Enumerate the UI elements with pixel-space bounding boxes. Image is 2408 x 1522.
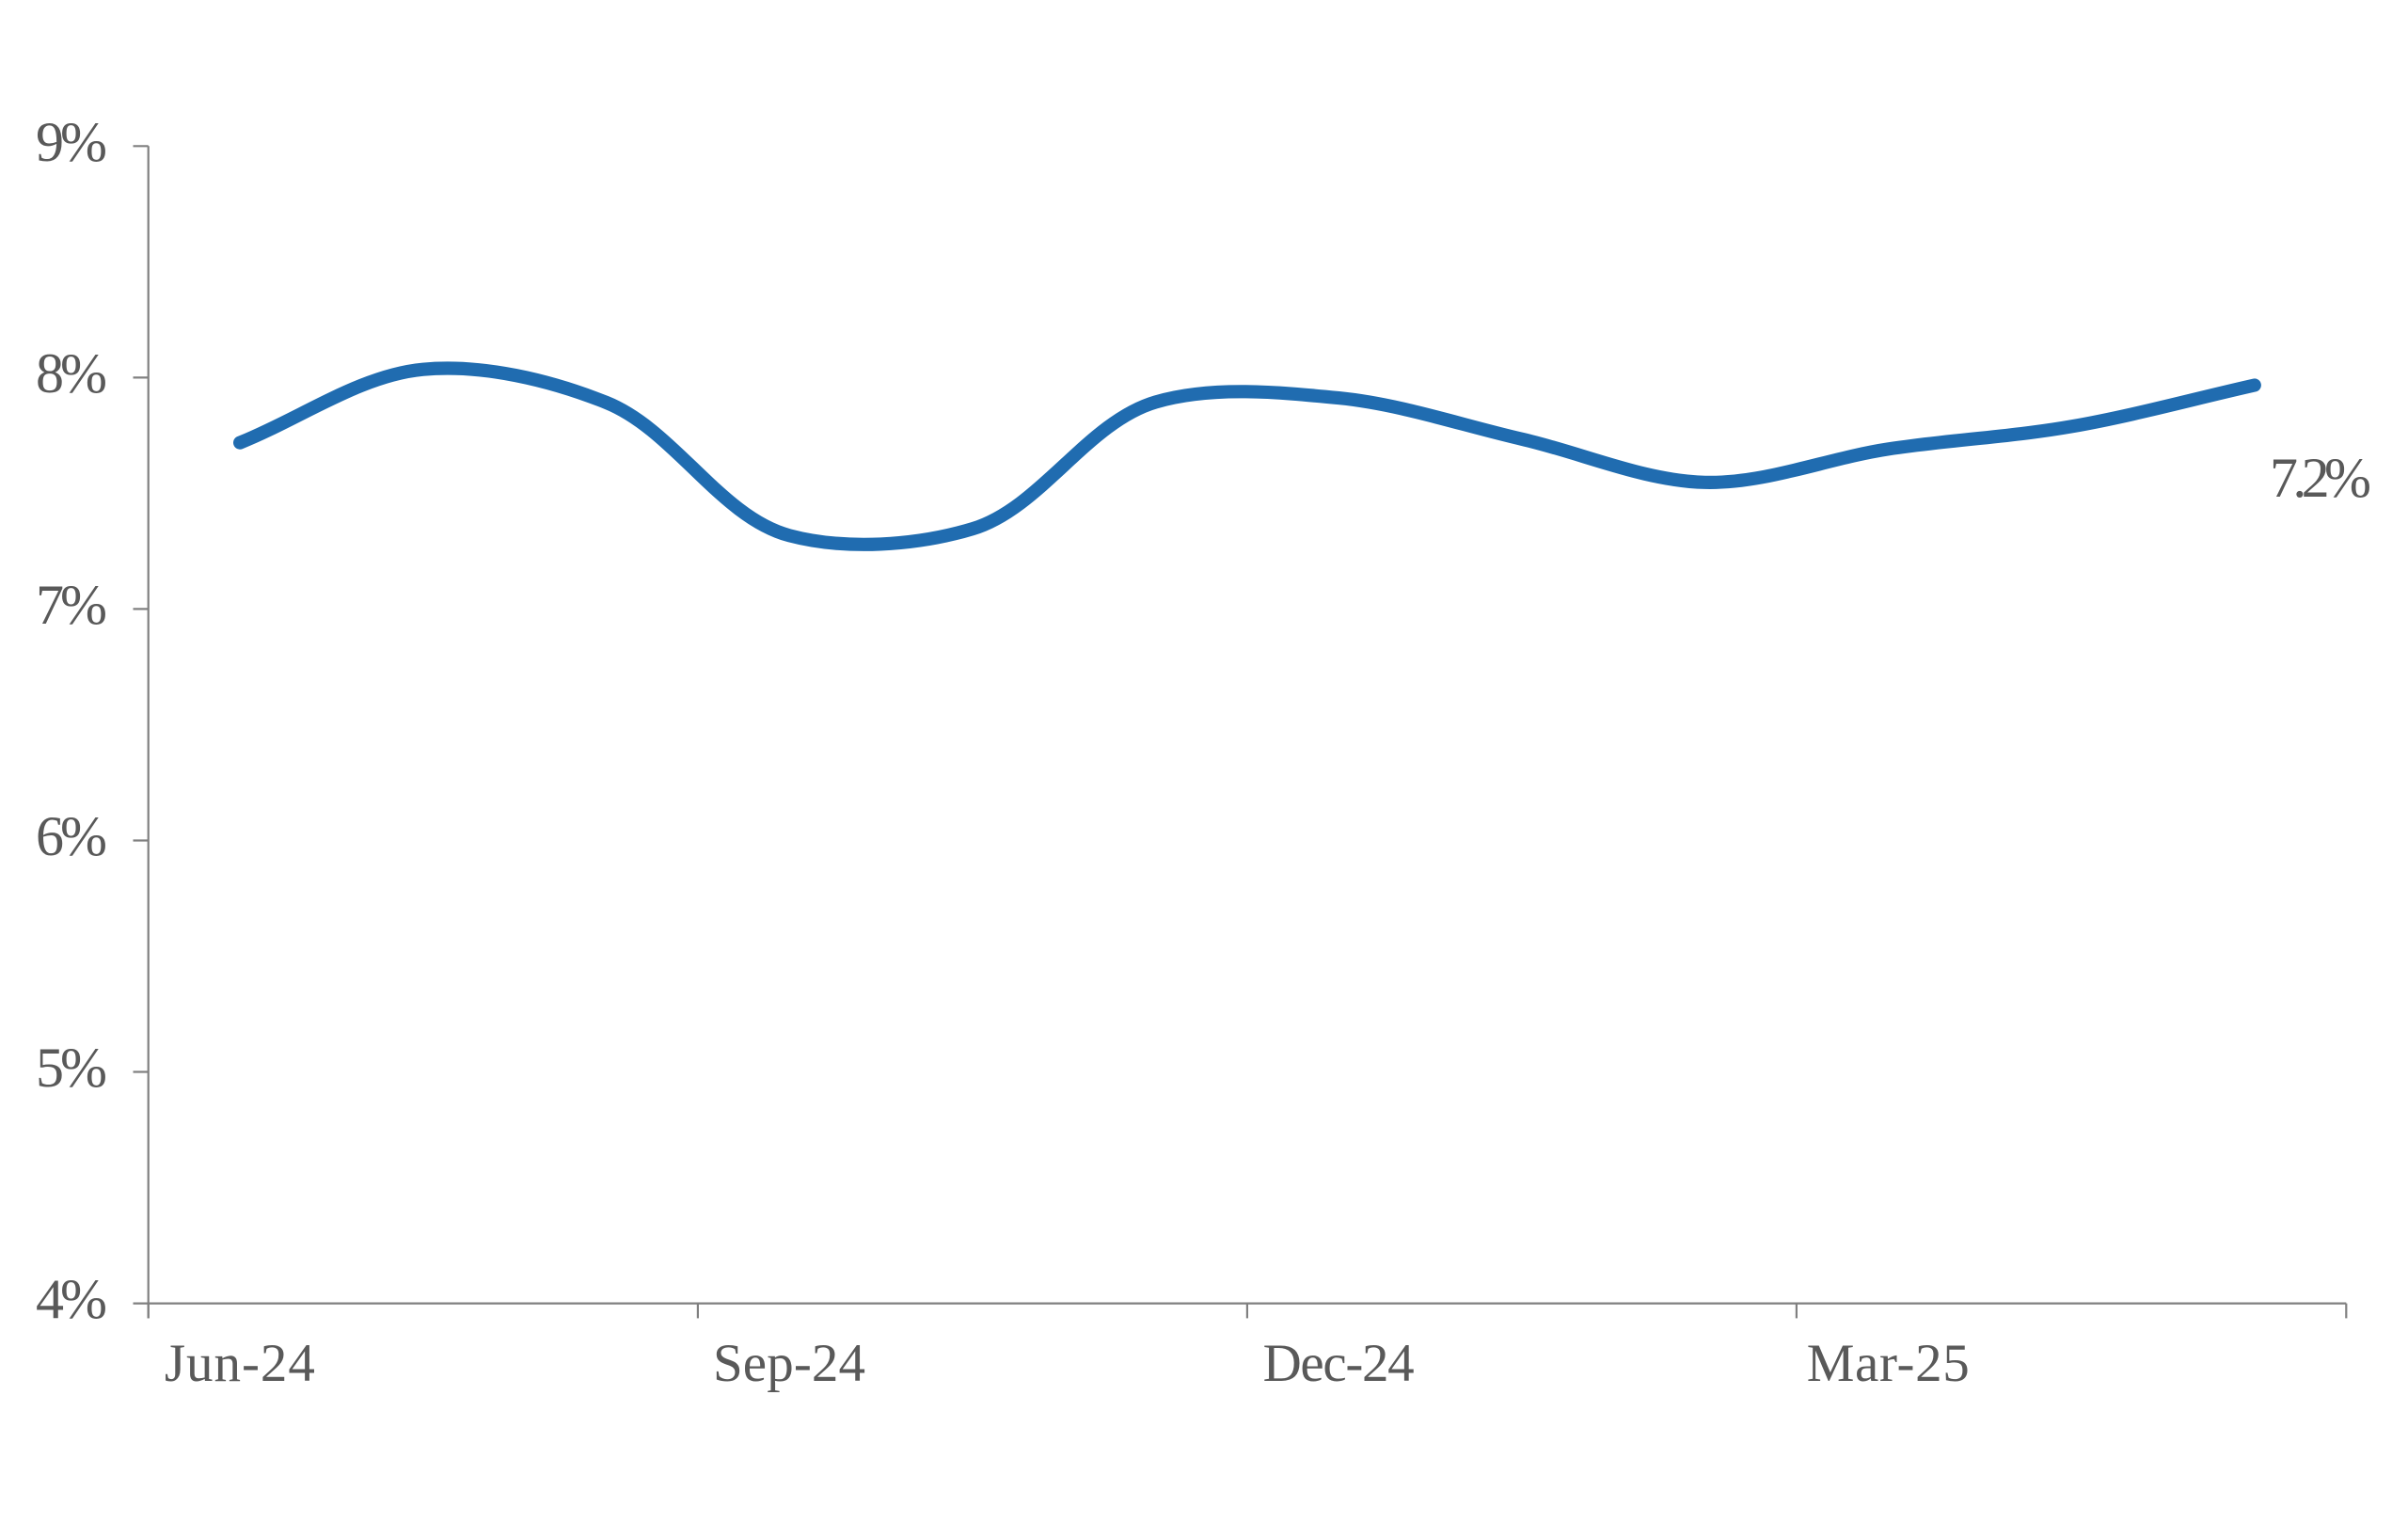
svg-text:7%: 7% <box>36 574 107 636</box>
svg-text:4%: 4% <box>36 1268 107 1330</box>
svg-text:Jun-24: Jun-24 <box>165 1334 315 1393</box>
svg-text:9%: 9% <box>36 111 107 173</box>
svg-text:5%: 5% <box>36 1037 107 1099</box>
svg-text:8%: 8% <box>36 342 107 404</box>
svg-text:7.2%: 7.2% <box>2270 447 2371 509</box>
svg-text:6%: 6% <box>36 805 107 867</box>
svg-text:Dec-24: Dec-24 <box>1263 1334 1415 1393</box>
svg-text:Mar-25: Mar-25 <box>1807 1334 1970 1393</box>
svg-text:Sep-24: Sep-24 <box>713 1334 865 1393</box>
